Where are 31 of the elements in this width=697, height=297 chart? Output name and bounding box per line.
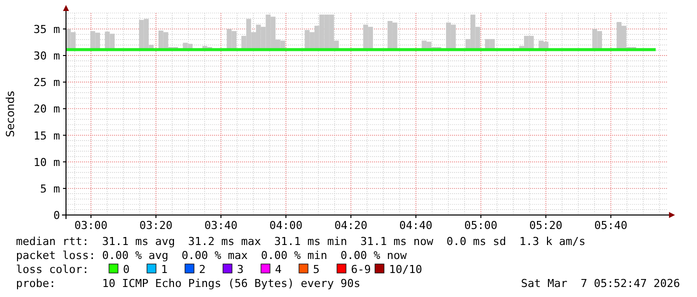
text: 5 xyxy=(313,263,320,276)
y-tick-label: 10 m xyxy=(34,156,60,169)
y-tick-label: 30 m xyxy=(34,50,60,63)
x-tick-label: 04:20 xyxy=(334,219,368,232)
x-tick-label: 05:20 xyxy=(529,219,562,232)
y-tick-label: 20 m xyxy=(34,102,60,116)
x-tick-label: 03:40 xyxy=(204,219,238,232)
y-tick-label: 35 m xyxy=(34,22,60,36)
text: 1 xyxy=(161,263,168,276)
text: probe: 10 ICMP Echo Pings (56 Bytes) every 90s xyxy=(16,277,360,290)
y-axis-title: Seconds xyxy=(4,90,17,138)
x-tick-label: 03:00 xyxy=(74,219,108,232)
text: 0 xyxy=(123,263,130,276)
text: 10/10 xyxy=(389,263,422,276)
text: loss color: xyxy=(16,263,89,276)
text: median rtt: 31.1 ms avg 31.2 ms max 31.1 ms min 31.1 ms now 0.0 ms sd 1.3 k am/s xyxy=(16,235,586,248)
y-tick-label: 5 m xyxy=(40,182,60,196)
text: 6-9 xyxy=(351,263,371,276)
y-tick-label: 15 m xyxy=(34,129,60,142)
text: 4 xyxy=(275,263,282,276)
text: 2 xyxy=(199,263,206,276)
x-tick-label: 04:00 xyxy=(269,219,302,232)
text: packet loss: 0.00 % avg 0.00 % max 0.00 % min 0.00 % now xyxy=(16,249,408,262)
text: Sat Mar 7 05:52:47 2026 xyxy=(521,277,680,290)
y-tick-label: 25 m xyxy=(34,76,60,90)
y-tick-label: 0 xyxy=(53,209,60,222)
x-tick-label: 03:20 xyxy=(139,219,172,232)
x-tick-label: 04:40 xyxy=(399,219,432,232)
x-tick-label: 05:40 xyxy=(594,219,628,232)
x-tick-label: 05:00 xyxy=(464,219,498,232)
text: 3 xyxy=(237,263,244,276)
